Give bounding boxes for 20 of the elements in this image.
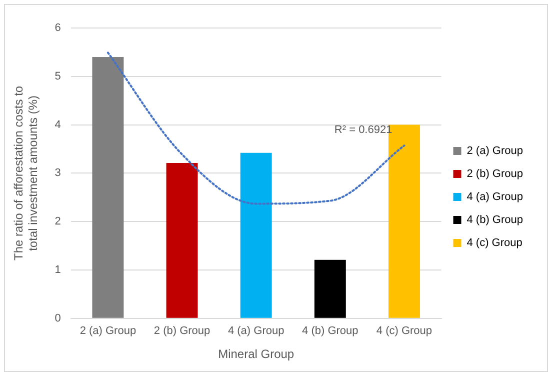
- legend-label: 2 (a) Group: [466, 145, 524, 158]
- y-tick-label: 1: [54, 264, 61, 276]
- line-series: [106, 52, 406, 205]
- y-axis-title: The ratio of afforestation costs to total investment amounts (%): [12, 86, 40, 260]
- y-tick-label: 0: [54, 312, 61, 324]
- y-tick-label: 4: [54, 118, 61, 131]
- legend-label: 4 (a) Group: [466, 191, 524, 204]
- y-tick-label: 3: [54, 167, 61, 180]
- x-tick-label: 2 (a) Group: [80, 325, 136, 338]
- legend-label: 4 (c) Group: [466, 237, 522, 250]
- x-axis-title: Mineral Group: [218, 347, 294, 362]
- x-tick-label: 2 (b) Group: [154, 325, 210, 338]
- y-tick-label: 5: [54, 70, 61, 82]
- x-tick-label: 4 (c) Group: [376, 325, 432, 338]
- x-tick-label: 4 (a) Group: [228, 325, 284, 338]
- legend-label: 4 (b) Group: [466, 214, 524, 226]
- y-tick-label: 2: [54, 216, 61, 228]
- y-tick-label: 6: [54, 22, 61, 34]
- legend-label: 2 (b) Group: [466, 168, 524, 180]
- x-tick-label: 4 (b) Group: [302, 325, 358, 338]
